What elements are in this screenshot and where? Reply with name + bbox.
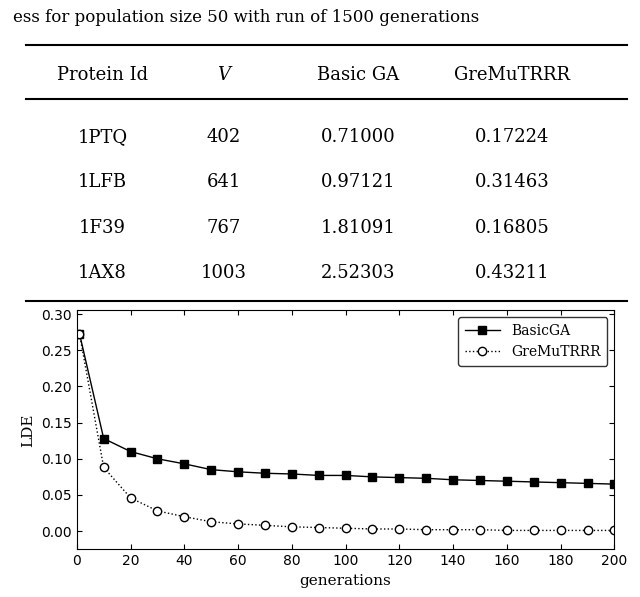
- Text: 1003: 1003: [201, 264, 247, 282]
- Text: 641: 641: [207, 173, 241, 191]
- GreMuTRRR: [530, 527, 538, 534]
- BasicGA: [261, 470, 269, 477]
- GreMuTRRR: [180, 513, 188, 520]
- Text: 1AX8: 1AX8: [78, 264, 127, 282]
- Line: BasicGA: BasicGA: [76, 330, 618, 488]
- Text: 0.43211: 0.43211: [475, 264, 549, 282]
- BasicGA: [396, 474, 403, 481]
- Text: 1F39: 1F39: [79, 219, 126, 237]
- BasicGA: [476, 477, 484, 484]
- GreMuTRRR: [369, 525, 376, 533]
- BasicGA: [127, 448, 134, 455]
- GreMuTRRR: [396, 525, 403, 533]
- GreMuTRRR: [234, 521, 242, 528]
- BasicGA: [76, 330, 83, 337]
- GreMuTRRR: [476, 526, 484, 533]
- Text: 0.97121: 0.97121: [321, 173, 396, 191]
- Text: 0.17224: 0.17224: [475, 128, 549, 146]
- GreMuTRRR: [154, 507, 161, 515]
- Text: GreMuTRRR: GreMuTRRR: [454, 66, 570, 84]
- GreMuTRRR: [503, 527, 511, 534]
- BasicGA: [449, 476, 457, 484]
- GreMuTRRR: [422, 526, 430, 533]
- BasicGA: [207, 466, 215, 473]
- Text: 1PTQ: 1PTQ: [77, 128, 127, 146]
- Legend: BasicGA, GreMuTRRR: BasicGA, GreMuTRRR: [458, 318, 607, 366]
- GreMuTRRR: [611, 527, 618, 534]
- BasicGA: [288, 470, 296, 478]
- X-axis label: generations: generations: [300, 574, 392, 587]
- BasicGA: [342, 472, 349, 479]
- GreMuTRRR: [557, 527, 564, 534]
- GreMuTRRR: [207, 518, 215, 525]
- Text: 767: 767: [207, 219, 241, 237]
- GreMuTRRR: [100, 464, 108, 471]
- Text: 1.81091: 1.81091: [321, 219, 396, 237]
- GreMuTRRR: [342, 525, 349, 532]
- GreMuTRRR: [449, 526, 457, 533]
- BasicGA: [315, 472, 323, 479]
- BasicGA: [154, 455, 161, 462]
- BasicGA: [584, 480, 591, 487]
- GreMuTRRR: [315, 524, 323, 531]
- Y-axis label: LDE: LDE: [22, 413, 36, 447]
- GreMuTRRR: [261, 522, 269, 529]
- BasicGA: [503, 478, 511, 485]
- BasicGA: [611, 481, 618, 488]
- Text: 1LFB: 1LFB: [78, 173, 127, 191]
- Text: 0.31463: 0.31463: [475, 173, 549, 191]
- BasicGA: [100, 435, 108, 442]
- GreMuTRRR: [288, 523, 296, 530]
- BasicGA: [557, 479, 564, 486]
- BasicGA: [422, 475, 430, 482]
- Text: 402: 402: [207, 128, 241, 146]
- BasicGA: [234, 468, 242, 475]
- GreMuTRRR: [127, 494, 134, 501]
- BasicGA: [530, 478, 538, 485]
- Text: ess for population size 50 with run of 1500 generations: ess for population size 50 with run of 1…: [13, 9, 479, 26]
- BasicGA: [180, 460, 188, 467]
- Text: 2.52303: 2.52303: [321, 264, 396, 282]
- Text: V: V: [218, 66, 230, 84]
- BasicGA: [369, 473, 376, 481]
- Text: Protein Id: Protein Id: [57, 66, 148, 84]
- Text: Basic GA: Basic GA: [317, 66, 399, 84]
- Line: GreMuTRRR: GreMuTRRR: [76, 330, 619, 534]
- Text: 0.71000: 0.71000: [321, 128, 396, 146]
- Text: 0.16805: 0.16805: [475, 219, 549, 237]
- GreMuTRRR: [584, 527, 591, 534]
- GreMuTRRR: [76, 330, 83, 337]
